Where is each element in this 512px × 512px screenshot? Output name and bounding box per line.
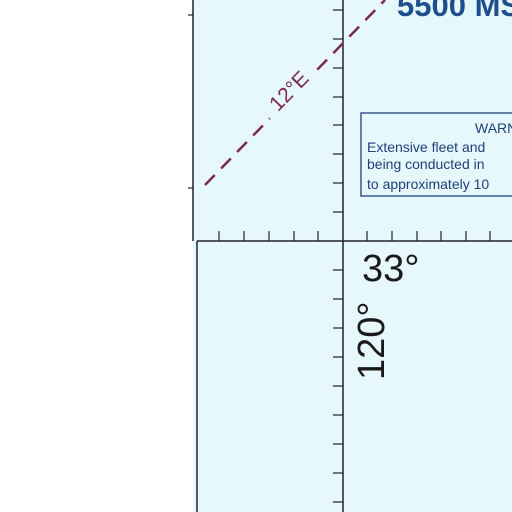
- meridian-ticks: [333, 9, 343, 503]
- warning-line-1: Extensive fleet and: [367, 139, 485, 155]
- isogonic-label-knockout: [259, 61, 319, 121]
- parallel-ticks: [218, 231, 491, 241]
- chart-tint-area: [193, 0, 512, 512]
- neat-line-ticks: [188, 14, 193, 189]
- warning-line-2: being conducted in: [367, 156, 485, 172]
- warning-title: WARN: [475, 120, 512, 136]
- isogonic-line: [204, 0, 386, 186]
- altitude-label: 5500 MS: [397, 0, 512, 23]
- warning-line-3: to approximately 10: [367, 176, 489, 192]
- warning-box-frame: [360, 112, 512, 197]
- latitude-label: 33°: [362, 248, 419, 290]
- warning-box: WARN Extensive fleet and being conducted…: [360, 112, 512, 197]
- longitude-label: 120°: [351, 301, 393, 380]
